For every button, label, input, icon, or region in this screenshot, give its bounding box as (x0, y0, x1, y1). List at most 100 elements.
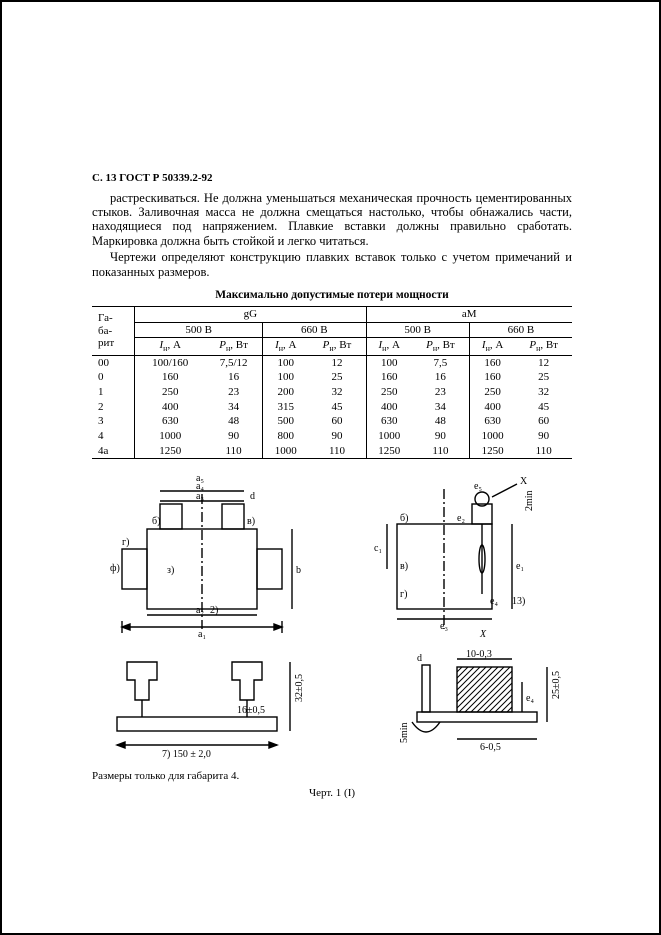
data-cell: 60 (309, 414, 366, 429)
data-cell: 315 (263, 400, 309, 415)
content-area: С. 13 ГОСТ Р 50339.2-92 растрескиваться.… (92, 172, 572, 800)
data-cell: 630 (135, 414, 205, 429)
data-cell: 100 (263, 355, 309, 370)
data-cell: 110 (205, 444, 262, 459)
data-cell: 12 (515, 355, 572, 370)
mark-z: з) (167, 565, 174, 576)
voltage-4: 660 В (469, 322, 572, 338)
data-cell: 110 (309, 444, 366, 459)
row-label-line-2: ба- (98, 325, 112, 337)
label-e1: e₁ (516, 561, 524, 572)
gabarit-cell: 4а (92, 444, 135, 459)
col-header: Iн, А (135, 338, 205, 355)
label-e4: e₄ (490, 596, 498, 607)
data-cell: 1000 (263, 444, 309, 459)
dim-16: 16±0,5 (237, 705, 265, 716)
col-header: Pн, Вт (412, 338, 469, 355)
label-a5: a₅ (196, 473, 204, 484)
gabarit-cell: 2 (92, 400, 135, 415)
page-frame: С. 13 ГОСТ Р 50339.2-92 растрескиваться.… (0, 0, 661, 935)
label-a1: a₁ (198, 629, 206, 639)
figure-row-1: a₁ a₂ a₃ a₄ a₅ d (92, 469, 572, 639)
data-cell: 160 (366, 370, 412, 385)
data-cell: 34 (412, 400, 469, 415)
label-c1: c₁ (374, 543, 382, 554)
gabarit-cell: 4 (92, 429, 135, 444)
data-cell: 48 (205, 414, 262, 429)
mark-f: ф) (110, 563, 120, 574)
voltage-1: 500 В (135, 322, 263, 338)
data-cell: 90 (205, 429, 262, 444)
data-cell: 34 (205, 400, 262, 415)
data-cell: 630 (366, 414, 412, 429)
gabarit-cell: 1 (92, 385, 135, 400)
row-label-line-1: Га- (98, 312, 113, 324)
data-cell: 45 (515, 400, 572, 415)
label-X2: X (479, 629, 487, 639)
data-cell: 100 (366, 355, 412, 370)
col-header: Iн, А (469, 338, 515, 355)
data-cell: 160 (469, 370, 515, 385)
data-cell: 200 (263, 385, 309, 400)
data-cell: 23 (412, 385, 469, 400)
data-cell: 250 (469, 385, 515, 400)
gabarit-cell: 3 (92, 414, 135, 429)
data-cell: 110 (515, 444, 572, 459)
data-cell: 500 (263, 414, 309, 429)
mark-b2: б) (400, 513, 408, 524)
gabarit-cell: 00 (92, 355, 135, 370)
col-header: Pн, Вт (309, 338, 366, 355)
data-cell: 100 (263, 370, 309, 385)
data-cell: 250 (135, 385, 205, 400)
data-cell: 45 (309, 400, 366, 415)
data-cell: 16 (205, 370, 262, 385)
dim-5min: 5min (399, 723, 410, 744)
data-cell: 400 (469, 400, 515, 415)
dim-6: 6-0,5 (480, 742, 501, 753)
data-cell: 7,5 (412, 355, 469, 370)
data-cell: 400 (366, 400, 412, 415)
data-cell: 1000 (469, 429, 515, 444)
label-d: d (250, 491, 255, 502)
label-d2: d (417, 653, 422, 664)
data-cell: 160 (469, 355, 515, 370)
label-e5: e₅ (474, 481, 482, 492)
data-cell: 7,5/12 (205, 355, 262, 370)
dim-150: 7) 150 ± 2,0 (162, 749, 211, 760)
figure-note: Размеры только для габарита 4. (92, 770, 572, 783)
col-header: Iн, А (366, 338, 412, 355)
dim-25: 25±0,5 (551, 671, 562, 699)
mark-13: 13) (512, 596, 525, 607)
mark-b: б) (152, 516, 160, 527)
label-b: b (296, 565, 301, 576)
figure-2: X 2min e₅ c₁ e₁ e₃ (362, 469, 572, 639)
dim-10: 10-0,3 (466, 649, 492, 660)
mark-g2: г) (400, 589, 407, 600)
label-e2: e₂ (457, 513, 465, 524)
data-cell: 48 (412, 414, 469, 429)
label-a3: a₃ (196, 491, 204, 502)
col-header: Iн, А (263, 338, 309, 355)
mark-v2: в) (400, 561, 408, 572)
mark-v: в) (247, 516, 255, 527)
data-cell: 25 (309, 370, 366, 385)
data-cell: 16 (412, 370, 469, 385)
figures-block: a₁ a₂ a₃ a₄ a₅ d (92, 469, 572, 799)
figure-row-2: 7) 150 ± 2,0 16±0,5 32±0,5 (92, 647, 572, 762)
label-e3: e₃ (440, 621, 448, 632)
data-cell: 90 (309, 429, 366, 444)
paragraph-2: Чертежи определяют конструкцию плавких в… (92, 250, 572, 279)
mark-2: 2) (210, 605, 218, 616)
label-a2: a₂ (196, 605, 204, 616)
data-cell: 1000 (135, 429, 205, 444)
data-cell: 25 (515, 370, 572, 385)
data-cell: 1250 (135, 444, 205, 459)
label-X: X (520, 476, 528, 487)
figure-4: d 10-0,3 25±0,5 e₄ 6-0,5 (362, 647, 572, 762)
dim-e4: e₄ (526, 693, 534, 704)
page-header: С. 13 ГОСТ Р 50339.2-92 (92, 172, 572, 185)
data-cell: 32 (309, 385, 366, 400)
mark-g: г) (122, 537, 129, 548)
data-cell: 800 (263, 429, 309, 444)
data-cell: 110 (412, 444, 469, 459)
